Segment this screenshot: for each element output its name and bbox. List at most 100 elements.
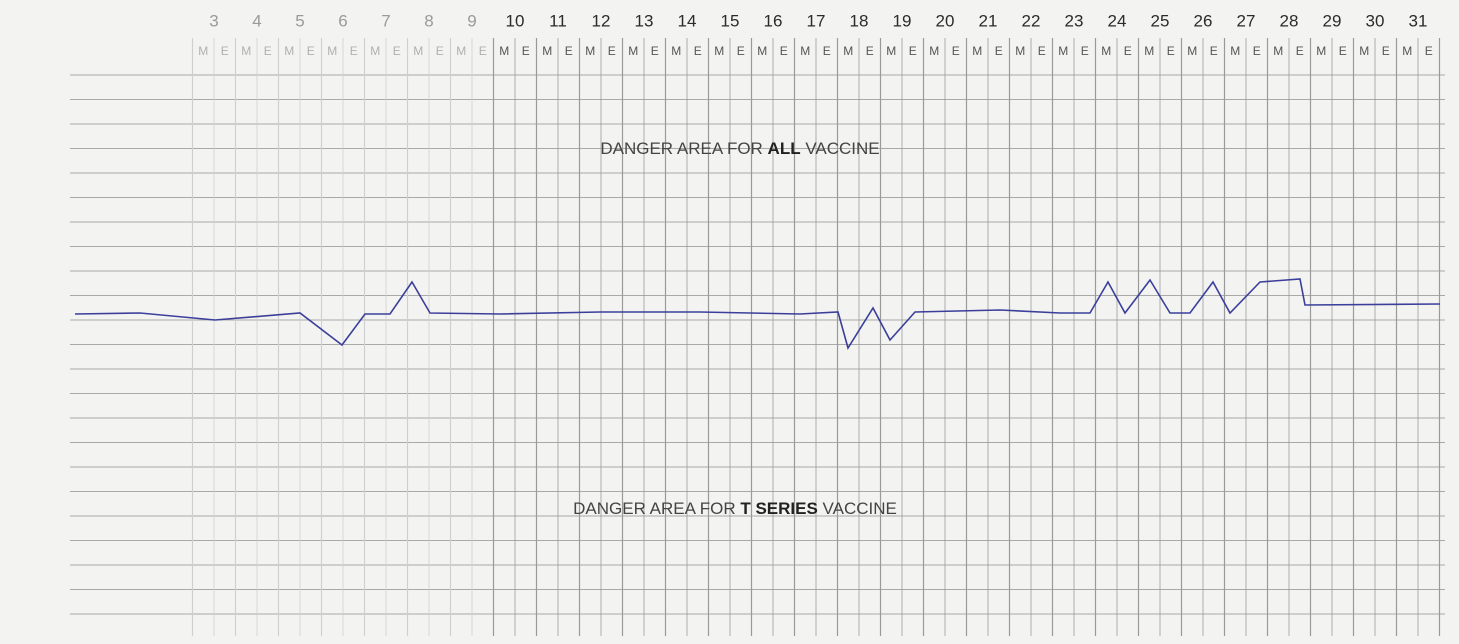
text: VACCINE [801, 139, 880, 158]
text: VACCINE [818, 499, 897, 518]
day-label: 13 [635, 11, 654, 30]
shift-label: E [479, 44, 487, 58]
day-label: 8 [424, 11, 433, 30]
day-label: 20 [936, 11, 955, 30]
shift-label: E [608, 44, 616, 58]
day-label: 16 [764, 11, 783, 30]
shift-label: M [843, 44, 853, 58]
day-label: 17 [807, 11, 826, 30]
shift-label: M [241, 44, 251, 58]
day-label: 6 [338, 11, 347, 30]
day-label: 24 [1108, 11, 1127, 30]
day-label: 14 [678, 11, 697, 30]
shift-label: E [1124, 44, 1132, 58]
shift-label: E [1081, 44, 1089, 58]
day-label: 5 [295, 11, 304, 30]
day-label: 26 [1194, 11, 1213, 30]
day-label: 30 [1366, 11, 1385, 30]
shift-label: E [780, 44, 788, 58]
shift-label: M [1101, 44, 1111, 58]
shift-label: E [436, 44, 444, 58]
shift-label: M [1058, 44, 1068, 58]
shift-label: E [393, 44, 401, 58]
text: DANGER AREA FOR [573, 499, 740, 518]
shift-label: E [1339, 44, 1347, 58]
shift-label: M [1015, 44, 1025, 58]
shift-label: M [284, 44, 294, 58]
shift-label: M [413, 44, 423, 58]
day-label: 15 [721, 11, 740, 30]
shift-label: E [952, 44, 960, 58]
text: DANGER AREA FOR [600, 139, 767, 158]
day-label: 10 [506, 11, 525, 30]
day-label: 19 [893, 11, 912, 30]
shift-label: M [800, 44, 810, 58]
shift-label: E [1038, 44, 1046, 58]
text-bold: ALL [768, 139, 801, 158]
shift-label: M [972, 44, 982, 58]
danger-all: DANGER AREA FOR ALL VACCINE [600, 139, 879, 158]
day-label: 25 [1151, 11, 1170, 30]
day-label: 4 [252, 11, 261, 30]
shift-label: E [565, 44, 573, 58]
day-label: 9 [467, 11, 476, 30]
day-label: 31 [1409, 11, 1428, 30]
shift-label: M [757, 44, 767, 58]
shift-label: E [307, 44, 315, 58]
shift-label: E [866, 44, 874, 58]
shift-label: M [1144, 44, 1154, 58]
day-label: 12 [592, 11, 611, 30]
shift-label: E [350, 44, 358, 58]
shift-label: E [1253, 44, 1261, 58]
shift-label: E [264, 44, 272, 58]
shift-label: E [1210, 44, 1218, 58]
shift-label: M [370, 44, 380, 58]
shift-label: M [1359, 44, 1369, 58]
shift-label: M [886, 44, 896, 58]
shift-label: M [1230, 44, 1240, 58]
day-label: 21 [979, 11, 998, 30]
shift-label: E [1425, 44, 1433, 58]
shift-label: M [327, 44, 337, 58]
shift-label: M [929, 44, 939, 58]
text-bold: T SERIES [740, 499, 817, 518]
day-label: 23 [1065, 11, 1084, 30]
shift-label: M [1273, 44, 1283, 58]
day-label: 3 [209, 11, 218, 30]
shift-label: M [585, 44, 595, 58]
shift-label: M [671, 44, 681, 58]
shift-label: M [714, 44, 724, 58]
shift-label: M [499, 44, 509, 58]
day-label: 22 [1022, 11, 1041, 30]
day-label: 29 [1323, 11, 1342, 30]
day-label: 11 [549, 11, 567, 30]
shift-label: E [1296, 44, 1304, 58]
shift-label: M [1187, 44, 1197, 58]
shift-label: M [1316, 44, 1326, 58]
danger-t-series: DANGER AREA FOR T SERIES VACCINE [573, 499, 897, 518]
handwritten-line [74, 278, 1441, 350]
shift-label: E [694, 44, 702, 58]
shift-label: E [522, 44, 530, 58]
shift-label: E [1167, 44, 1175, 58]
shift-label: M [456, 44, 466, 58]
shift-label: M [628, 44, 638, 58]
shift-label: E [221, 44, 229, 58]
day-label: 18 [850, 11, 869, 30]
shift-label: E [909, 44, 917, 58]
shift-label: E [823, 44, 831, 58]
day-label: 28 [1280, 11, 1299, 30]
shift-label: E [737, 44, 745, 58]
shift-label: M [1402, 44, 1412, 58]
day-label: 27 [1237, 11, 1256, 30]
shift-label: E [651, 44, 659, 58]
shift-label: E [1382, 44, 1390, 58]
shift-label: E [995, 44, 1003, 58]
shift-label: M [198, 44, 208, 58]
day-label: 7 [381, 11, 390, 30]
shift-label: M [542, 44, 552, 58]
